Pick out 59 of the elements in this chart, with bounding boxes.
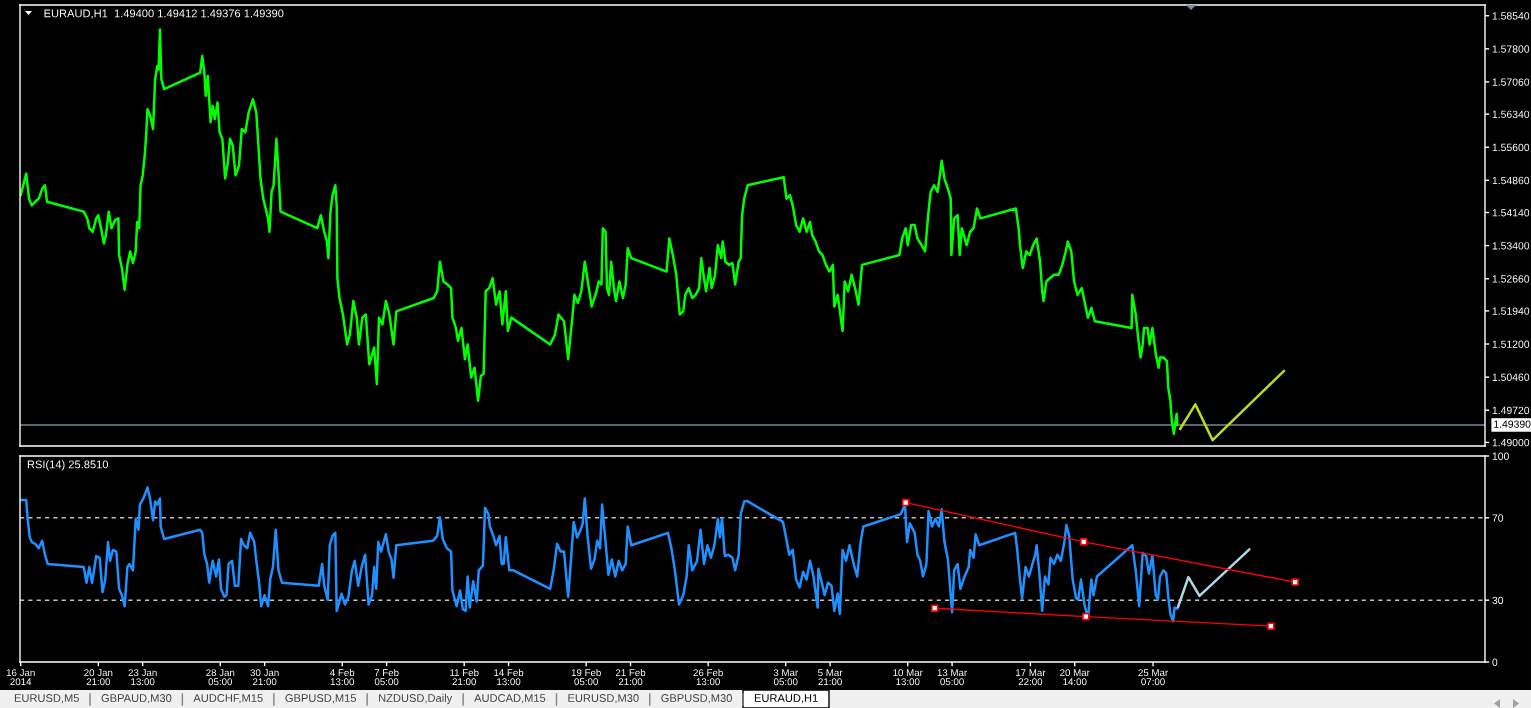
y-tick-label: 1.54140 bbox=[1492, 209, 1530, 217]
x-tick-label: 25 Mar 07:00 bbox=[1138, 669, 1169, 686]
x-tick-label: 16 Jan 2014 bbox=[6, 669, 35, 686]
x-tick-label: 26 Feb 13:00 bbox=[693, 668, 723, 686]
x-tick-label: 17 Mar 22:00 bbox=[1016, 669, 1046, 686]
y-tick-label: 1.55600 bbox=[1492, 143, 1530, 152]
text: AUDCHF,M15 bbox=[193, 694, 263, 704]
point bbox=[930, 604, 939, 613]
y-tick-label: 0 bbox=[1492, 658, 1498, 666]
x-tick-label: 30 Jan 21:00 bbox=[250, 669, 279, 686]
point bbox=[1082, 612, 1090, 621]
x-tick-label: 7 Feb 05:00 bbox=[374, 668, 399, 686]
x-tick-label: 3 Mar 05:00 bbox=[773, 669, 799, 686]
text: EURUSD,M5 bbox=[14, 694, 79, 704]
chart-title: EURAUD,H1 1.49400 1.49412 1.49376 1.49390 bbox=[44, 9, 284, 19]
y-tick-label: 70 bbox=[1492, 514, 1504, 522]
y-tick-label: 1.52660 bbox=[1492, 275, 1530, 283]
ref-line-label: 1.49390 bbox=[1494, 420, 1531, 428]
y-tick-label: 1.57060 bbox=[1492, 78, 1530, 86]
x-tick-label: 5 Mar 21:00 bbox=[818, 669, 843, 686]
x-tick-label: 13 Mar 05:00 bbox=[937, 669, 968, 686]
y-tick-label: 1.57800 bbox=[1492, 45, 1530, 53]
x-tick-label: 19 Feb 05:00 bbox=[571, 668, 601, 686]
point bbox=[1267, 622, 1275, 630]
line-series bbox=[1176, 548, 1251, 609]
line-series bbox=[1178, 369, 1286, 442]
x-tick-label: 11 Feb 21:00 bbox=[450, 668, 479, 686]
y-tick-label: 1.50460 bbox=[1492, 373, 1530, 381]
point bbox=[1079, 538, 1088, 546]
line-series bbox=[20, 486, 1179, 623]
y-tick-label: 1.54860 bbox=[1492, 176, 1530, 185]
text: EURAUD,H1 bbox=[754, 694, 818, 704]
y-tick-label: 1.51200 bbox=[1492, 340, 1530, 348]
x-tick-label: 20 Jan 21:00 bbox=[84, 669, 113, 686]
text: GBPAUD,M30 bbox=[101, 694, 172, 704]
text: GBPUSD,M15 bbox=[285, 694, 357, 704]
text: EURUSD,M30 bbox=[568, 694, 639, 704]
text: NZDUSD,Daily bbox=[379, 693, 453, 705]
x-tick-label: 14 Feb 13:00 bbox=[494, 668, 524, 686]
x-tick-label: 23 Jan 13:00 bbox=[128, 669, 157, 686]
point bbox=[1291, 578, 1299, 586]
y-tick-label: 100 bbox=[1492, 452, 1509, 460]
point bbox=[901, 498, 910, 507]
y-tick-label: 30 bbox=[1492, 596, 1504, 605]
y-tick-label: 1.51940 bbox=[1492, 307, 1530, 315]
x-tick-label: 4 Feb 13:00 bbox=[330, 668, 355, 686]
y-tick-label: 1.49000 bbox=[1492, 438, 1530, 447]
y-tick-label: 1.49720 bbox=[1492, 406, 1530, 415]
text: AUDCAD,M15 bbox=[474, 694, 546, 704]
line-series bbox=[20, 28, 1179, 436]
chart-title: RSI(14) 25.8510 bbox=[27, 460, 109, 471]
y-tick-label: 1.53400 bbox=[1492, 242, 1530, 250]
x-tick-label: 20 Mar 14:00 bbox=[1060, 669, 1090, 686]
y-tick-label: 1.56340 bbox=[1492, 110, 1530, 119]
y-tick-label: 1.58540 bbox=[1492, 12, 1530, 20]
x-tick-label: 21 Feb 21:00 bbox=[615, 668, 646, 686]
text: GBPUSD,M30 bbox=[661, 694, 732, 704]
x-tick-label: 28 Jan 05:00 bbox=[206, 669, 235, 686]
x-tick-label: 10 Mar 13:00 bbox=[893, 669, 923, 686]
